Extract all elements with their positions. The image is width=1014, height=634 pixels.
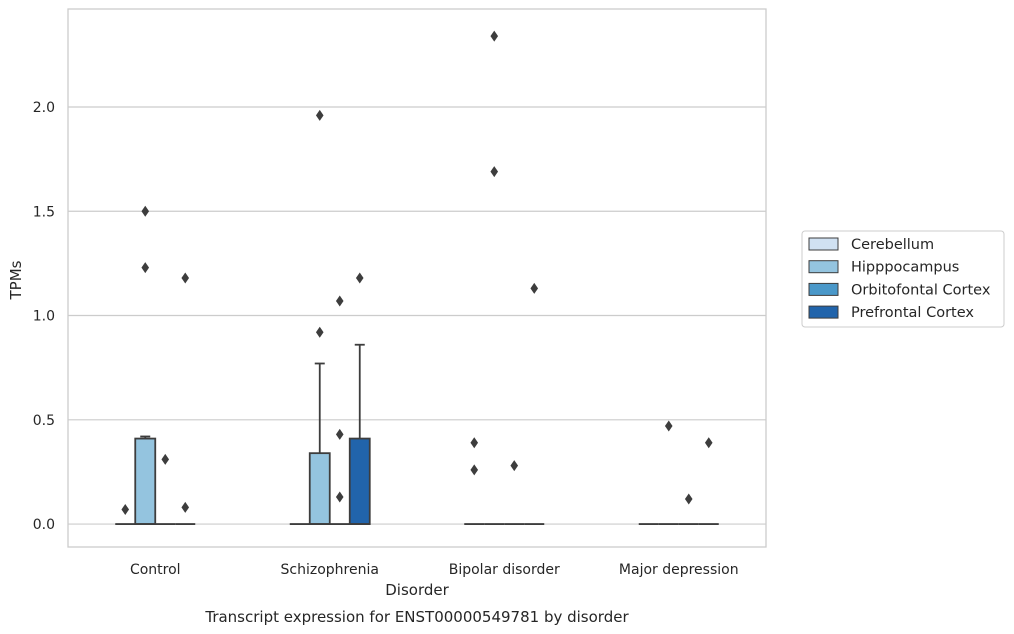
outlier-point — [510, 460, 519, 472]
legend-frame — [801, 230, 1005, 328]
outlier-point — [315, 109, 324, 121]
legend-label: Prefrontal Cortex — [851, 305, 974, 321]
outlier-point — [141, 205, 150, 217]
legend: Cerebellum Hipppocampus Orbitofontal Corte… — [801, 230, 1005, 328]
outlier-point — [530, 282, 539, 294]
x-tick-label: Control — [130, 562, 181, 578]
box — [308, 452, 331, 525]
box-group — [348, 272, 371, 525]
outlier-point — [490, 166, 499, 178]
plot-frame — [67, 8, 767, 548]
box-group — [155, 453, 176, 525]
x-tick-label: Bipolar disorder — [449, 562, 560, 578]
box-group — [175, 272, 196, 525]
outlier-point — [335, 295, 344, 307]
outlier-point — [490, 30, 499, 42]
legend-swatch — [808, 260, 839, 274]
box-group — [678, 493, 699, 525]
box-group — [698, 437, 719, 525]
box-group — [464, 437, 485, 525]
y-tick-label: 0.5 — [33, 413, 55, 429]
outlier-point — [181, 272, 190, 284]
y-tick-label: 1.5 — [33, 204, 55, 220]
legend-swatch — [808, 237, 839, 251]
box-group — [308, 109, 331, 525]
y-tick-label: 2.0 — [33, 100, 55, 116]
box-group — [504, 460, 525, 525]
y-axis-label: TPMs — [7, 260, 25, 300]
box-group — [658, 420, 679, 525]
legend-swatch — [808, 305, 839, 319]
outlier-point — [335, 428, 344, 440]
x-tick-labels: Control Schizophrenia Bipolar disorder Majo… — [130, 562, 739, 578]
legend-swatch — [808, 282, 839, 296]
legend-label: Cerebellum — [851, 237, 934, 253]
outlier-point — [181, 501, 190, 513]
box-group — [524, 282, 545, 525]
outlier-point — [704, 437, 713, 449]
box-group — [329, 295, 350, 525]
box-group — [134, 205, 157, 525]
box — [348, 437, 371, 525]
outlier-point — [470, 437, 479, 449]
box-group — [115, 503, 136, 525]
x-tick-label: Schizophrenia — [281, 562, 379, 578]
box — [134, 437, 157, 525]
plot-boxes — [115, 30, 719, 525]
outlier-point — [470, 464, 479, 476]
outlier-point — [121, 503, 130, 515]
y-tick-labels: 0.0 0.5 1.0 1.5 2.0 — [33, 100, 55, 533]
outlier-point — [355, 272, 364, 284]
outlier-point — [161, 453, 170, 465]
y-tick-label: 0.0 — [33, 517, 55, 533]
outlier-point — [315, 326, 324, 338]
y-tick-label: 1.0 — [33, 309, 55, 325]
chart-caption: Transcript expression for ENST0000054978… — [204, 608, 629, 626]
legend-label: Orbitofontal Cortex — [851, 282, 991, 298]
outlier-point — [664, 420, 673, 432]
box-group — [484, 30, 505, 525]
legend-label: Hipppocampus — [851, 260, 959, 276]
gridlines — [68, 106, 766, 525]
outlier-point — [335, 491, 344, 503]
x-tick-label: Major depression — [619, 562, 739, 578]
outlier-point — [684, 493, 693, 505]
outlier-point — [141, 262, 150, 274]
x-axis-label: Disorder — [385, 581, 449, 599]
